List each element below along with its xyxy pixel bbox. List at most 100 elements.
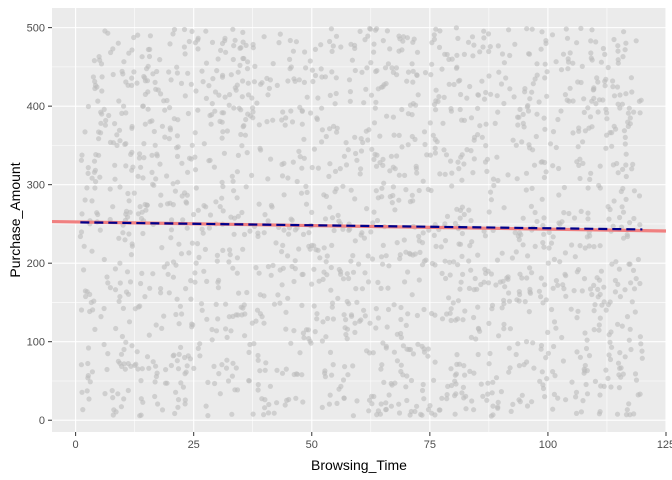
data-point <box>394 153 400 159</box>
data-point <box>230 178 236 184</box>
data-point <box>174 133 180 139</box>
data-point <box>117 184 123 190</box>
data-point <box>256 122 262 128</box>
data-point <box>627 115 633 121</box>
data-point <box>546 245 552 251</box>
data-point <box>182 401 188 407</box>
data-point <box>142 294 148 300</box>
data-point <box>466 285 472 291</box>
data-point <box>243 116 249 123</box>
data-point <box>545 260 551 266</box>
data-point <box>403 322 409 328</box>
data-point <box>404 35 410 41</box>
data-point <box>499 305 505 311</box>
data-point <box>455 159 461 165</box>
data-point <box>373 325 379 331</box>
data-point <box>165 271 171 277</box>
data-point <box>598 268 605 274</box>
data-point <box>241 231 248 238</box>
data-point <box>606 332 612 338</box>
data-point <box>416 238 422 244</box>
data-point <box>228 72 234 78</box>
data-point <box>263 360 269 366</box>
data-point <box>516 237 522 243</box>
data-point <box>573 394 579 400</box>
data-point <box>112 287 119 293</box>
data-point <box>247 228 253 234</box>
data-point <box>520 242 526 248</box>
data-point <box>450 300 456 306</box>
data-point <box>303 201 310 207</box>
data-point <box>612 277 619 284</box>
data-point <box>622 47 628 53</box>
data-point <box>615 321 621 327</box>
data-point <box>593 101 599 107</box>
data-point <box>394 240 400 246</box>
data-point <box>501 321 507 327</box>
data-point <box>234 270 240 276</box>
data-point <box>384 113 390 119</box>
data-point <box>226 259 232 265</box>
data-point <box>117 138 123 144</box>
data-point <box>378 254 385 260</box>
data-point <box>391 349 397 355</box>
data-point <box>193 88 199 94</box>
data-point <box>192 279 198 285</box>
data-point <box>404 78 410 84</box>
data-point <box>516 298 522 304</box>
data-point <box>416 233 422 239</box>
data-point <box>109 388 115 394</box>
data-point <box>581 276 588 282</box>
data-point <box>174 153 181 159</box>
data-point <box>162 380 169 386</box>
data-point <box>346 77 353 83</box>
data-point <box>317 255 323 261</box>
data-point <box>257 368 263 374</box>
data-point <box>353 150 359 157</box>
data-point <box>285 253 291 259</box>
data-point <box>555 282 561 288</box>
data-point <box>283 309 289 315</box>
data-point <box>592 378 599 384</box>
data-point <box>389 382 395 388</box>
data-point <box>603 307 609 313</box>
data-point <box>455 262 461 268</box>
data-point <box>128 252 134 258</box>
data-point <box>368 26 374 32</box>
data-point <box>259 314 265 320</box>
data-point <box>352 320 358 326</box>
data-point <box>513 351 519 358</box>
data-point <box>522 299 528 305</box>
x-tick-label: 125 <box>657 439 672 451</box>
data-point <box>232 37 238 43</box>
data-point <box>255 352 261 359</box>
data-point <box>330 362 336 368</box>
data-point <box>181 44 187 50</box>
data-point <box>135 211 141 217</box>
data-point <box>149 169 155 175</box>
data-point <box>553 59 559 65</box>
data-point <box>310 78 316 85</box>
data-point <box>85 375 91 381</box>
data-point <box>171 26 178 33</box>
data-point <box>449 382 455 389</box>
data-point <box>524 275 530 281</box>
data-point <box>170 31 176 37</box>
data-point <box>522 86 528 92</box>
data-point <box>180 384 186 390</box>
data-point <box>166 290 172 296</box>
data-point <box>543 40 549 47</box>
y-tick-label: 200 <box>27 258 45 270</box>
data-point <box>175 397 182 403</box>
data-point <box>85 345 92 351</box>
data-point <box>529 270 535 276</box>
data-point <box>217 118 223 124</box>
data-point <box>253 265 259 271</box>
data-point <box>622 141 628 147</box>
data-point <box>97 174 103 180</box>
data-point <box>436 407 442 413</box>
y-tick-label: 100 <box>27 337 45 349</box>
data-point <box>381 379 387 385</box>
data-point <box>536 288 543 294</box>
data-point <box>443 275 449 282</box>
